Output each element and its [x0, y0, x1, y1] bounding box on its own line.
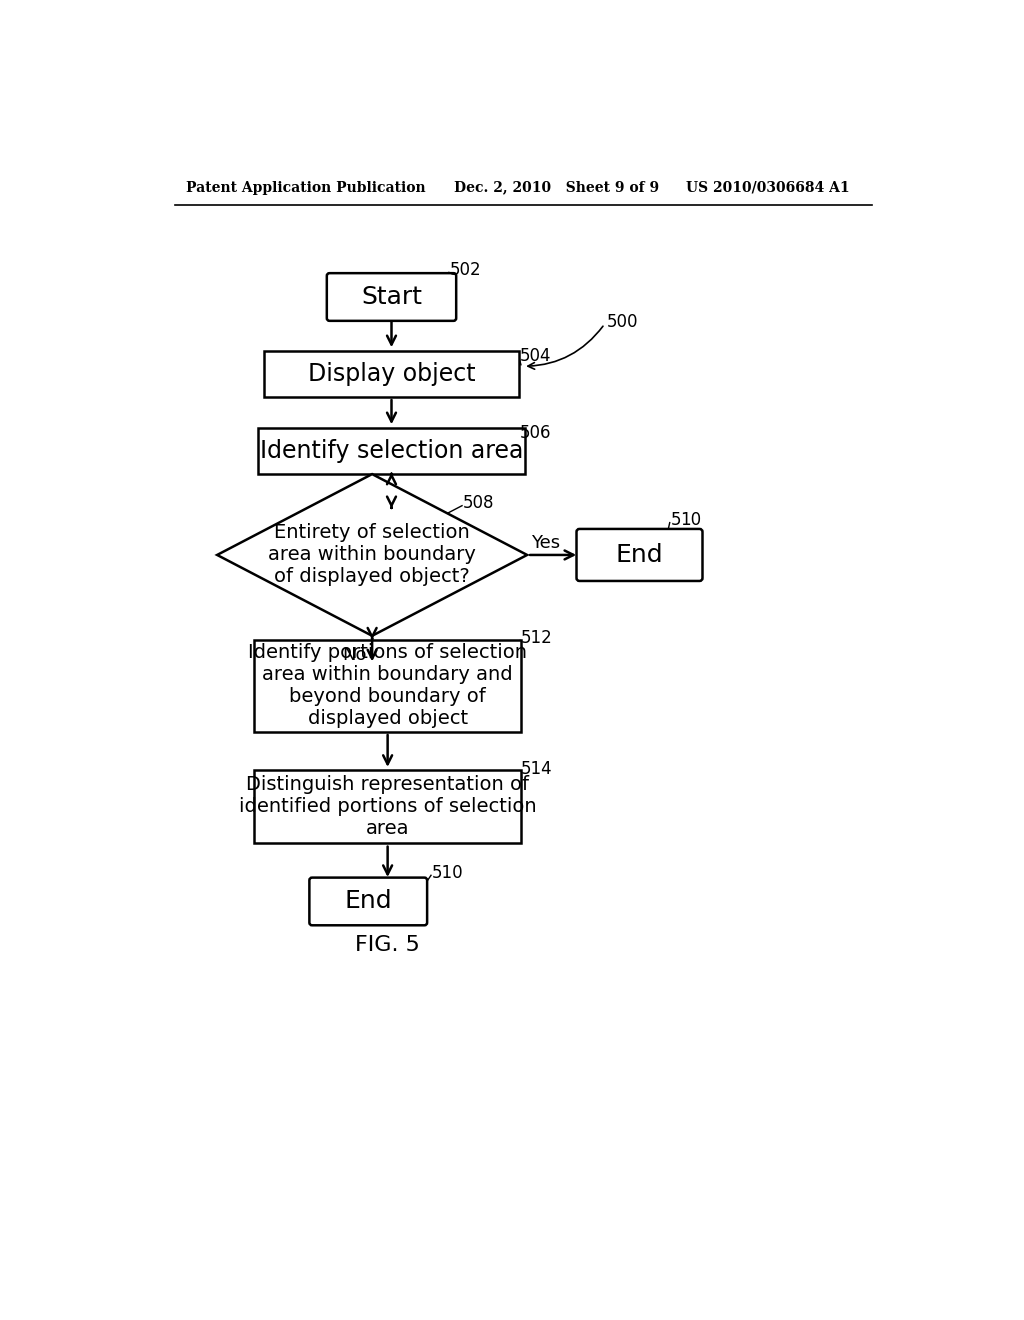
Text: FIG. 5: FIG. 5 — [355, 936, 420, 956]
Bar — [254, 770, 521, 843]
Text: 502: 502 — [450, 261, 481, 279]
Text: Entirety of selection
area within boundary
of displayed object?: Entirety of selection area within bounda… — [268, 524, 476, 586]
Text: End: End — [615, 543, 664, 568]
Text: 500: 500 — [607, 313, 638, 330]
FancyBboxPatch shape — [577, 529, 702, 581]
Bar — [263, 351, 519, 397]
Text: 510: 510 — [432, 865, 464, 882]
Text: 514: 514 — [521, 760, 553, 777]
Text: 5: 5 — [671, 511, 681, 529]
FancyBboxPatch shape — [309, 878, 427, 925]
Text: End: End — [344, 890, 392, 913]
Text: US 2010/0306684 A1: US 2010/0306684 A1 — [686, 181, 850, 194]
Text: 508: 508 — [463, 495, 495, 512]
Text: Patent Application Publication: Patent Application Publication — [186, 181, 426, 194]
Text: Distinguish representation of
identified portions of selection
area: Distinguish representation of identified… — [239, 775, 537, 838]
Text: 512: 512 — [521, 630, 553, 647]
Text: 504: 504 — [520, 347, 552, 366]
FancyBboxPatch shape — [327, 273, 456, 321]
Text: Display object: Display object — [307, 362, 475, 385]
Text: Dec. 2, 2010   Sheet 9 of 9: Dec. 2, 2010 Sheet 9 of 9 — [454, 181, 658, 194]
Polygon shape — [217, 474, 527, 636]
Text: Start: Start — [361, 285, 422, 309]
Text: No: No — [342, 645, 367, 664]
Bar — [258, 428, 525, 474]
Text: Identify portions of selection
area within boundary and
beyond boundary of
displ: Identify portions of selection area with… — [248, 643, 527, 729]
Text: 10: 10 — [681, 511, 701, 529]
Bar — [254, 640, 521, 733]
Text: 506: 506 — [520, 424, 552, 442]
Text: Yes: Yes — [531, 535, 560, 552]
Text: Identify selection area: Identify selection area — [260, 440, 523, 463]
